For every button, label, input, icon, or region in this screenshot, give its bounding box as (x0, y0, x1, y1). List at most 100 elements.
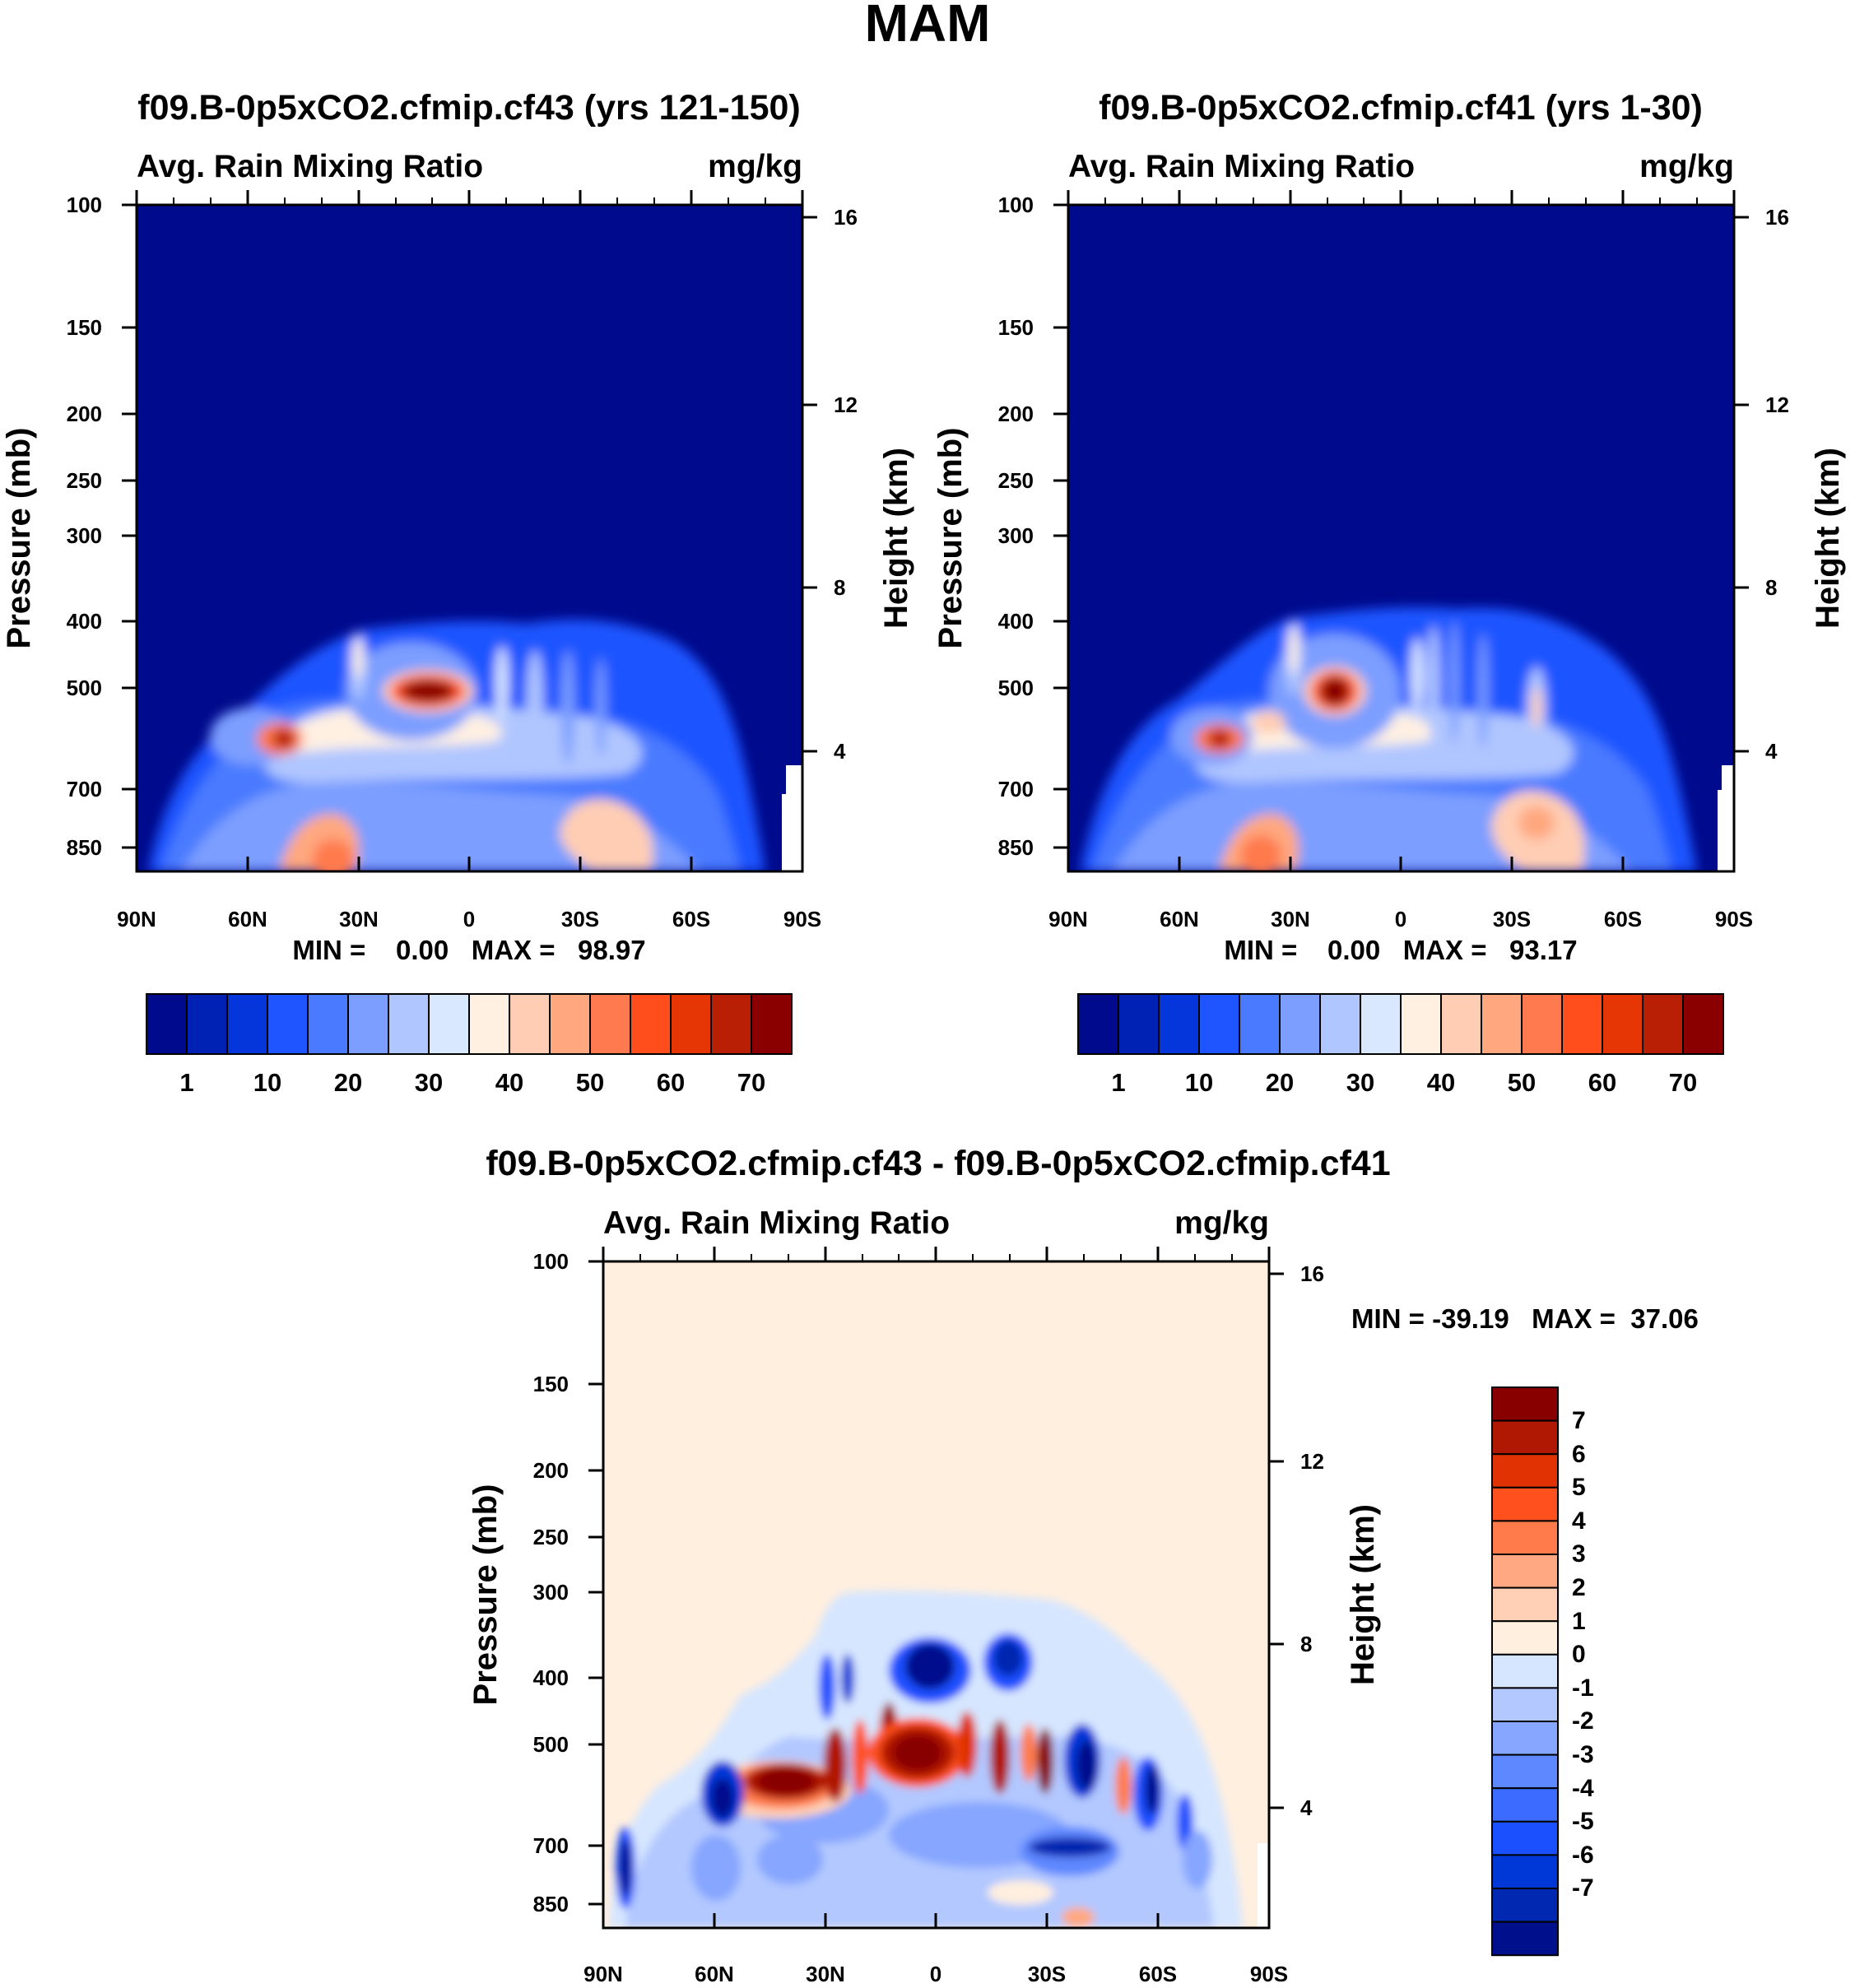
panel-2-left-axis: 100 150 200 250 300 400 500 700 850 Pres… (932, 193, 1068, 860)
panel-3-right-tick-label: 8 (1300, 1632, 1312, 1656)
panel-1-x-tick-label: 60N (228, 907, 267, 931)
panel-3-colorbar-label: -4 (1572, 1775, 1594, 1802)
panel-3-colorbar-label: 3 (1572, 1540, 1586, 1568)
panel-2-y-tick-label: 400 (998, 609, 1034, 634)
panel-1-colorbar-label: 40 (495, 1068, 523, 1097)
panel-3-x-tick-label: 90N (583, 1962, 623, 1986)
panel-1-right-axis-title: Height (km) (878, 448, 914, 629)
panel-3-colorbar-label: -6 (1572, 1842, 1594, 1869)
panel-1-min-max-label: MIN = 0.00 MAX = 98.97 (292, 935, 645, 965)
panel-3-top-axis (602, 1247, 1271, 1261)
panel-1-y-tick-label: 200 (67, 402, 102, 426)
panel-1-y-tick-label: 300 (67, 523, 102, 548)
panel-2-colorbar-label: 40 (1427, 1068, 1455, 1097)
panel-2-colorbar-label: 10 (1185, 1068, 1213, 1097)
panel-3-right-tick-label: 16 (1300, 1261, 1324, 1286)
panel-3-right-axis-title: Height (km) (1345, 1504, 1381, 1685)
panel-3-x-tick-label: 90S (1250, 1962, 1288, 1986)
panel-3-title: f09.B-0p5xCO2.cfmip.cf43 - f09.B-0p5xCO2… (486, 1144, 1390, 1183)
panel-3-colorbar: 7 6 5 4 3 2 1 0 -1 -2 -3 -4 -5 -6 -7 (1491, 1386, 1594, 1957)
panel-2-colorbar-label: 50 (1508, 1068, 1536, 1097)
panel-1-x-tick-label: 60S (672, 907, 710, 931)
panel-1-colorbar: 1 10 20 30 40 50 60 70 (146, 993, 793, 1097)
panel-3-x-tick-label: 30S (1028, 1962, 1066, 1986)
panel-1-x-tick-label: 30S (561, 907, 599, 931)
panel-2-min-max-label: MIN = 0.00 MAX = 93.17 (1224, 935, 1577, 965)
panel-2-x-tick-label: 90S (1715, 907, 1753, 931)
panel-1-y-axis-title: Pressure (mb) (1, 428, 37, 649)
panel-1-y-tick-label: 400 (67, 609, 102, 634)
panel-3-right-tick-label: 12 (1300, 1449, 1324, 1474)
panel-2: f09.B-0p5xCO2.cfmip.cf41 (yrs 1-30) Avg.… (932, 88, 1846, 1097)
panel-1: f09.B-0p5xCO2.cfmip.cf43 (yrs 121-150) A… (1, 88, 914, 1097)
panel-3-y-tick-label: 850 (533, 1892, 569, 1916)
panel-2-x-tick-label: 30S (1493, 907, 1531, 931)
panel-2-colorbar: 1 10 20 30 40 50 60 70 (1077, 993, 1724, 1097)
panel-3-axes: 90N 60N 30N 0 30S 60S 90S (467, 1247, 1381, 1986)
panel-1-y-tick-label: 850 (67, 835, 102, 860)
panel-3-right-axis: 16 12 8 4 Height (km) (1269, 1261, 1381, 1820)
panel-3-x-tick-label: 30N (806, 1962, 845, 1986)
panel-2-colorbar-label: 20 (1266, 1068, 1294, 1097)
panel-1-colorbar-label: 60 (657, 1068, 685, 1097)
panel-3-colorbar-label: -1 (1572, 1674, 1594, 1702)
panel-1-variable-label: Avg. Rain Mixing Ratio (137, 149, 483, 184)
panel-1-colorbar-label: 10 (253, 1068, 281, 1097)
figure-title: MAM (865, 0, 991, 53)
panel-2-y-tick-label: 300 (998, 523, 1034, 548)
panel-1-colorbar-label: 30 (415, 1068, 443, 1097)
panel-2-x-tick-label: 90N (1048, 907, 1088, 931)
panel-2-right-axis-title: Height (km) (1810, 448, 1846, 629)
panel-3-colorbar-label: -5 (1572, 1808, 1594, 1835)
panel-1-right-tick-label: 12 (834, 392, 858, 417)
panel-1-title: f09.B-0p5xCO2.cfmip.cf43 (yrs 121-150) (137, 88, 800, 128)
panel-3-colorbar-label: 6 (1572, 1441, 1586, 1468)
panel-2-right-axis: 16 12 8 4 Height (km) (1734, 205, 1846, 764)
panel-1-x-tick-label: 30N (339, 907, 379, 931)
panel-1-right-tick-label: 8 (834, 575, 845, 600)
panel-2-axes: 90N 60N 30N 0 30S 60S 90S (932, 190, 1846, 931)
panel-1-y-tick-label: 700 (67, 777, 102, 801)
panel-3-left-axis: 100 150 200 250 300 400 500 700 850 Pres… (467, 1249, 603, 1916)
panel-1-contour-field (137, 205, 802, 871)
panel-2-title: f09.B-0p5xCO2.cfmip.cf41 (yrs 1-30) (1099, 88, 1703, 128)
panel-3-colorbar-label: 1 (1572, 1608, 1586, 1635)
panel-2-y-tick-label: 150 (998, 315, 1034, 340)
panel-2-colorbar-label: 70 (1669, 1068, 1697, 1097)
panel-3-colorbar-label: 7 (1572, 1407, 1586, 1434)
panel-1-axes: 90N 60N 30N 0 30S 60S 90S (1, 190, 914, 931)
panel-2-right-tick-label: 16 (1765, 205, 1789, 230)
panel-1-right-tick-label: 16 (834, 205, 858, 230)
panel-1-y-tick-label: 250 (67, 468, 102, 493)
panel-3-x-tick-label: 0 (930, 1962, 941, 1986)
panel-3-y-axis-title: Pressure (mb) (467, 1484, 504, 1706)
panel-2-variable-label: Avg. Rain Mixing Ratio (1068, 149, 1415, 184)
panel-3-contour-field (603, 1261, 1269, 1928)
panel-1-left-axis: 100 150 200 250 300 400 500 700 850 Pres… (1, 193, 137, 860)
panel-3-min-max-label: MIN = -39.19 MAX = 37.06 (1351, 1303, 1699, 1334)
panel-3-colorbar-label: 5 (1572, 1474, 1586, 1501)
panel-1-x-tick-label: 0 (463, 907, 475, 931)
panel-2-x-tick-label: 60N (1160, 907, 1199, 931)
panel-2-y-tick-label: 850 (998, 835, 1034, 860)
panel-1-units-label: mg/kg (708, 149, 802, 184)
panel-2-right-tick-label: 4 (1765, 739, 1778, 764)
panel-2-y-axis-title: Pressure (mb) (932, 428, 969, 649)
panel-3-y-tick-label: 700 (533, 1833, 569, 1858)
panel-2-y-tick-label: 700 (998, 777, 1034, 801)
panel-1-y-tick-label: 150 (67, 315, 102, 340)
panel-2-x-tick-label: 30N (1271, 907, 1310, 931)
panel-2-x-tick-label: 60S (1604, 907, 1642, 931)
panel-1-right-tick-label: 4 (834, 739, 846, 764)
panel-2-colorbar-label: 60 (1588, 1068, 1616, 1097)
panel-3-colorbar-label: 2 (1572, 1574, 1586, 1601)
panel-1-colorbar-label: 1 (179, 1068, 193, 1097)
panel-3-colorbar-label: -7 (1572, 1874, 1594, 1902)
panel-2-y-tick-label: 250 (998, 468, 1034, 493)
panel-2-x-tick-label: 0 (1395, 907, 1406, 931)
panel-1-colorbar-label: 20 (334, 1068, 362, 1097)
panel-3-x-tick-label: 60S (1139, 1962, 1177, 1986)
panel-3-colorbar-label: -3 (1572, 1741, 1594, 1768)
panel-3-right-tick-label: 4 (1300, 1795, 1313, 1820)
panel-3-y-tick-label: 250 (533, 1525, 569, 1549)
